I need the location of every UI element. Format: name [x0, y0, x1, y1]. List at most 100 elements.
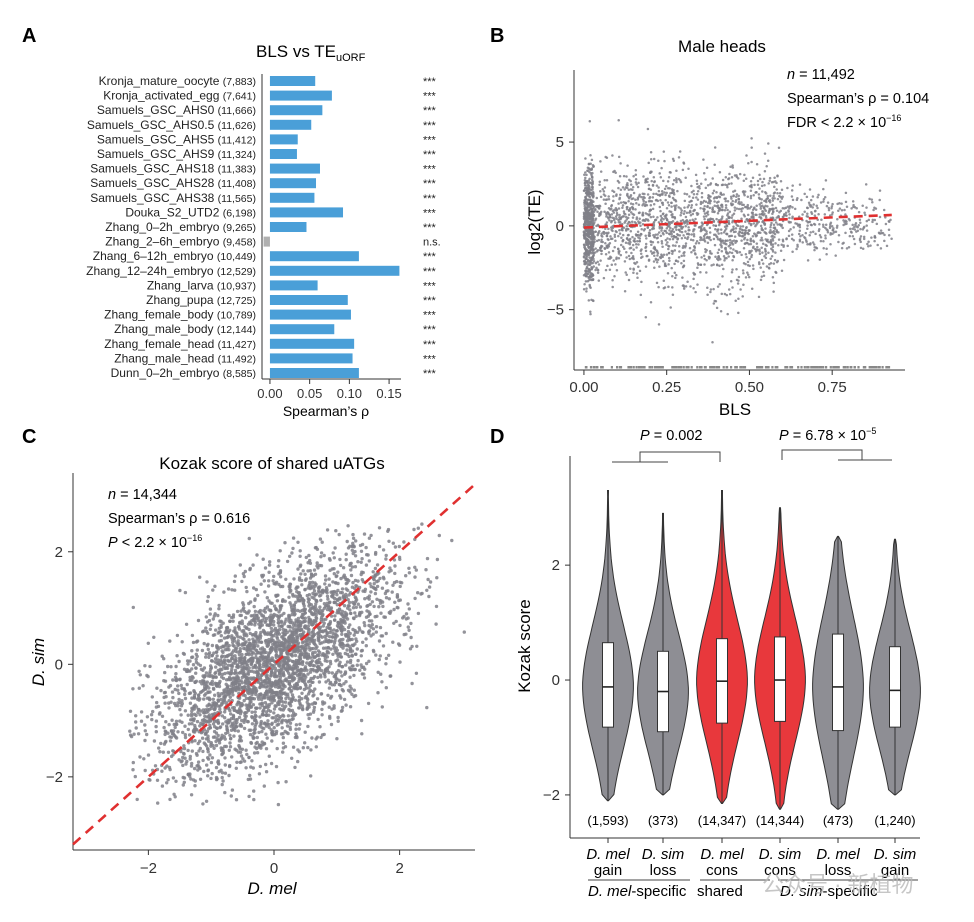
b-point-2207	[596, 249, 600, 252]
b-point-1459	[887, 219, 891, 223]
b-point-811	[871, 218, 875, 222]
b-point-1404	[809, 242, 812, 245]
b-point-1944	[660, 254, 663, 257]
category-label-11: Zhang_2–6h_embryo (9,458)	[105, 235, 256, 249]
b-point-264	[764, 227, 767, 230]
b-point-2499	[771, 216, 774, 219]
b-point-308	[617, 155, 621, 159]
b-point-1291	[606, 264, 609, 268]
b-point-1671	[777, 243, 780, 247]
b-point-2369	[725, 232, 729, 236]
b-point-1872	[649, 150, 653, 154]
c-point-1017	[387, 597, 391, 601]
b-rug-mark-150	[627, 366, 630, 369]
b-point-2472	[844, 191, 848, 195]
b-point-380	[790, 189, 794, 192]
b-point-628	[753, 247, 757, 251]
b-point-2196	[591, 190, 595, 194]
b-point-2273	[702, 207, 705, 210]
b-point-1609	[845, 222, 848, 226]
c-point-926	[210, 643, 215, 648]
b-point-1260	[589, 153, 592, 157]
b-point-228	[635, 217, 638, 221]
b-point-225	[882, 208, 886, 212]
c-point-1287	[351, 643, 355, 648]
b-point-101	[851, 200, 855, 203]
b-point-1620	[617, 250, 620, 254]
b-point-2492	[584, 229, 587, 232]
b-point-235	[774, 242, 777, 245]
b-point-1108	[604, 227, 607, 230]
significance-8: ***	[423, 193, 437, 205]
category-name-11: Zhang_2–6h_embryo	[105, 235, 222, 249]
c-point-750	[335, 629, 339, 633]
c-point-1702	[205, 708, 210, 712]
c-point-1642	[253, 598, 257, 602]
b-point-2152	[761, 228, 765, 232]
category-name-20: Dunn_0–2h_embryo	[111, 366, 223, 380]
c-point-1534	[392, 607, 396, 612]
b-point-1994	[838, 202, 841, 205]
c-point-566	[319, 551, 324, 555]
b-point-1821	[588, 269, 591, 273]
b-point-1888	[768, 176, 772, 180]
b-point-875	[589, 168, 593, 172]
significance-15: ***	[423, 295, 437, 307]
b-point-983	[732, 212, 736, 216]
b-point-2383	[804, 236, 807, 240]
b-rug-mark-97	[743, 366, 746, 369]
b-point-2280	[617, 119, 620, 122]
c-point-691	[294, 727, 298, 731]
c-point-1076	[202, 693, 207, 697]
b-point-2360	[586, 232, 589, 236]
b-point-2100	[625, 207, 629, 211]
b-point-965	[702, 209, 706, 213]
c-point-537	[257, 772, 262, 776]
b-point-497	[588, 285, 592, 288]
b-point-1967	[689, 238, 693, 241]
c-point-437	[164, 720, 168, 724]
b-point-1698	[644, 242, 648, 246]
b-point-1767	[681, 218, 685, 222]
c-point-1921	[209, 760, 214, 765]
b-point-1159	[659, 198, 662, 202]
b-point-2506	[599, 170, 603, 173]
c-point-1460	[391, 640, 395, 644]
b-point-1822	[836, 217, 839, 221]
b-point-2060	[717, 195, 720, 198]
b-point-1695	[774, 218, 777, 222]
b-point-1508	[652, 220, 656, 224]
c-point-1128	[327, 583, 332, 587]
c-point-604	[253, 745, 257, 749]
b-point-1377	[764, 231, 767, 235]
c-point-1745	[362, 621, 366, 625]
c-point-91	[349, 573, 354, 578]
b-point-1423	[756, 231, 759, 235]
category-label-5: Samuels_GSC_AHS9 (11,324)	[97, 147, 256, 161]
b-point-2290	[721, 208, 724, 212]
c-point-469	[319, 598, 323, 602]
b-point-2571	[730, 228, 733, 232]
b-point-742	[660, 242, 664, 245]
c-point-1770	[307, 702, 311, 707]
b-point-2544	[764, 249, 767, 252]
c-point-1587	[232, 708, 236, 712]
b-point-1444	[688, 246, 692, 250]
c-point-1827	[253, 710, 257, 714]
c-point-1456	[287, 702, 291, 706]
b-rug-mark-23	[637, 366, 641, 369]
b-point-820	[741, 269, 745, 272]
b-point-1074	[695, 192, 699, 196]
b-point-433	[709, 183, 712, 186]
b-point-2176	[672, 230, 676, 234]
b-point-167	[598, 180, 602, 184]
b-rug-mark-144	[722, 366, 725, 369]
c-point-1953	[164, 695, 168, 699]
b-point-1270	[707, 255, 711, 259]
c-point-36	[280, 704, 285, 708]
b-point-1877	[818, 228, 821, 231]
b-point-1885	[851, 223, 854, 227]
b-point-2091	[653, 245, 656, 249]
b-point-1579	[670, 249, 674, 253]
b-point-1400	[768, 231, 771, 234]
